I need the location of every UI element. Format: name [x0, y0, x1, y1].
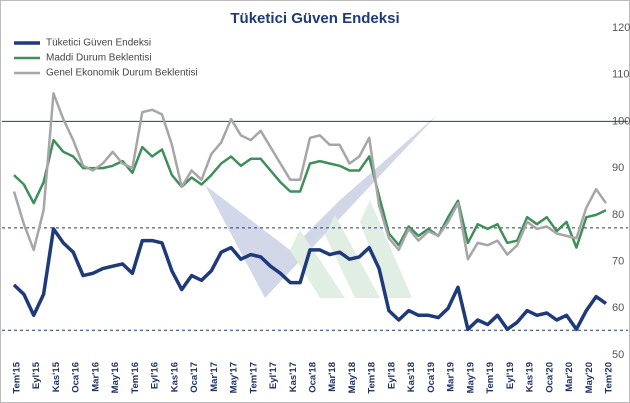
x-tick-label: Kas'17	[288, 362, 299, 392]
x-tick-label: Eyl'19	[505, 362, 516, 389]
chart-title: Tüketici Güven Endeksi	[230, 10, 399, 27]
x-tick-label: Mar'20	[564, 362, 575, 392]
x-tick-label: Mar'16	[90, 362, 101, 392]
x-tick-label: Tem'18	[367, 362, 378, 394]
x-tick-label: Oca'19	[426, 362, 437, 393]
x-tick-label: Mar'19	[446, 362, 457, 392]
x-tick-label: May'16	[110, 362, 121, 393]
x-tick-label: May'18	[347, 362, 358, 393]
y-tick-label: 50	[612, 349, 624, 361]
x-tick-label: Mar'18	[327, 362, 338, 392]
x-tick-label: Oca'17	[189, 362, 200, 393]
y-tick-label: 110	[612, 69, 630, 81]
x-tick-label: Kas'19	[525, 362, 536, 392]
x-tick-label: May'17	[229, 362, 240, 393]
x-tick-label: Kas'15	[51, 361, 62, 392]
legend-label: Tüketici Güven Endeksi	[46, 38, 151, 49]
series-line	[12, 92, 608, 261]
legend-label: Maddi Durum Beklentisi	[46, 53, 152, 64]
x-tick-label: Oca'16	[71, 362, 82, 393]
x-tick-label: Tem'20	[604, 362, 615, 394]
x-tick-label: Kas'16	[169, 362, 180, 392]
x-tick-label: May'19	[465, 362, 476, 393]
x-tick-label: Oca'18	[308, 362, 319, 393]
series-line	[12, 227, 608, 332]
y-tick-label: 80	[612, 209, 624, 221]
x-tick-label: Tem'19	[485, 362, 496, 394]
x-tick-label: Tem'16	[130, 362, 141, 394]
x-tick-label: Tem'17	[248, 362, 259, 394]
x-tick-label: Eyl'18	[386, 362, 397, 389]
x-tick-label: Oca'20	[544, 362, 555, 393]
series-line	[13, 138, 607, 249]
x-tick-label: Tem'15	[12, 361, 23, 393]
x-tick-label: Eyl'17	[268, 362, 279, 389]
y-tick-label: 90	[612, 162, 624, 174]
watermark	[205, 115, 437, 298]
x-tick-label: Mar'17	[209, 362, 220, 392]
x-tick-label: May'20	[584, 362, 595, 393]
x-tick-label: Eyl'16	[150, 362, 161, 389]
legend-label: Genel Ekonomik Durum Beklentisi	[46, 68, 198, 79]
y-tick-label: 60	[612, 302, 624, 314]
x-tick-label: Eyl'15	[31, 361, 42, 389]
y-tick-label: 120	[612, 22, 630, 34]
x-tick-label: Kas'18	[406, 362, 417, 392]
y-tick-label: 70	[612, 255, 624, 267]
